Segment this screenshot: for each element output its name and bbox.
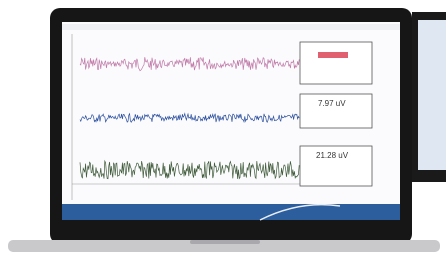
readout-panel [300, 42, 372, 84]
readout-red [318, 52, 348, 58]
readout-value: 21.28 uV [316, 151, 349, 160]
side-screen [418, 20, 446, 170]
laptop-notch [190, 240, 260, 244]
app-toolbar [62, 24, 400, 30]
photo: 7.97 uV 21.28 uV [0, 0, 446, 261]
readout-value: 7.97 uV [318, 99, 346, 108]
app-footer [62, 204, 400, 220]
